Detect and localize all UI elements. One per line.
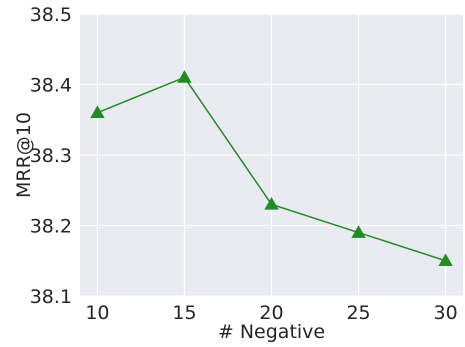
- y-axis-label: MRR@10: [13, 112, 35, 198]
- x-axis-ticks: 10 15 20 25 30: [85, 302, 457, 324]
- data-point-marker: [351, 225, 366, 238]
- data-point-marker: [264, 197, 279, 210]
- x-tick-label: 25: [346, 302, 370, 324]
- y-tick-label: 38.3: [30, 145, 72, 167]
- x-tick-label: 20: [259, 302, 283, 324]
- data-point-marker: [177, 70, 192, 83]
- x-axis-label: # Negative: [218, 321, 325, 343]
- x-tick-label: 10: [85, 302, 109, 324]
- x-tick-label: 30: [433, 302, 457, 324]
- y-tick-label: 38.4: [30, 75, 72, 97]
- data-point-marker: [438, 253, 453, 267]
- y-tick-label: 38.5: [30, 4, 72, 26]
- y-axis-ticks: 38.1 38.2 38.3 38.4 38.5: [30, 4, 72, 308]
- data-point-marker: [90, 105, 105, 118]
- y-tick-label: 38.2: [30, 216, 72, 238]
- grid-lines: [80, 13, 463, 297]
- y-tick-label: 38.1: [30, 286, 72, 308]
- x-tick-label: 15: [172, 302, 196, 324]
- series-markers: [90, 70, 453, 267]
